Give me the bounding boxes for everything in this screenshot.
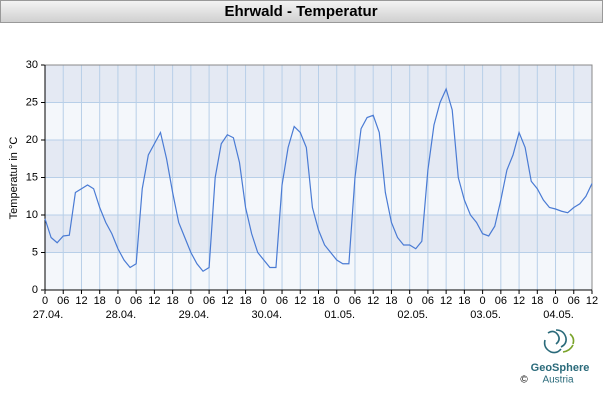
x-tick-label: 0: [407, 295, 413, 307]
x-tick-label: 0: [188, 295, 194, 307]
logo-name: GeoSphere: [531, 362, 590, 374]
x-tick-label: 12: [294, 295, 306, 307]
logo-icon: [543, 329, 575, 354]
x-tick-label: 18: [94, 295, 106, 307]
x-tick-label: 12: [586, 295, 598, 307]
x-tick-label: 0: [334, 295, 340, 307]
x-tick-label: 06: [276, 295, 288, 307]
x-tick-label: 06: [568, 295, 580, 307]
logo-sub: Austria: [542, 375, 574, 386]
x-tick-label: 18: [458, 295, 470, 307]
x-tick-label: 12: [367, 295, 379, 307]
y-tick-label: 30: [26, 59, 38, 71]
y-tick-label: 5: [32, 246, 38, 258]
day-label: 03.05.: [470, 309, 501, 321]
day-label: 27.04.: [33, 309, 64, 321]
y-tick-label: 25: [26, 96, 38, 108]
y-axis-label: Temperatur in °C: [8, 137, 20, 220]
x-tick-label: 12: [221, 295, 233, 307]
x-tick-label: 0: [552, 295, 558, 307]
day-label: 02.05.: [397, 309, 428, 321]
x-tick-label: 12: [148, 295, 160, 307]
x-tick-label: 06: [349, 295, 361, 307]
x-tick-label: 06: [130, 295, 142, 307]
x-tick-label: 0: [115, 295, 121, 307]
x-tick-label: 18: [167, 295, 179, 307]
x-tick-label: 18: [312, 295, 324, 307]
x-tick-label: 0: [42, 295, 48, 307]
y-tick-label: 20: [26, 134, 38, 146]
y-tick-label: 0: [32, 284, 38, 296]
temperature-line: [44, 87, 593, 273]
day-label: 01.05.: [324, 309, 355, 321]
x-tick-label: 06: [495, 295, 507, 307]
x-tick-label: 18: [531, 295, 543, 307]
x-tick-label: 06: [203, 295, 215, 307]
x-tick-label: 06: [57, 295, 69, 307]
y-tick-label: 15: [26, 171, 38, 183]
copyright: ©: [520, 375, 528, 386]
x-tick-label: 12: [440, 295, 452, 307]
x-tick-label: 06: [422, 295, 434, 307]
x-tick-label: 0: [261, 295, 267, 307]
day-label: 28.04.: [106, 309, 137, 321]
chart-title: Ehrwald - Temperatur: [224, 3, 377, 20]
day-label: 30.04.: [252, 309, 283, 321]
x-tick-label: 12: [513, 295, 525, 307]
x-tick-label: 0: [480, 295, 486, 307]
day-label: 29.04.: [179, 309, 210, 321]
x-tick-label: 18: [385, 295, 397, 307]
y-tick-label: 10: [26, 209, 38, 221]
x-tick-label: 12: [75, 295, 87, 307]
x-tick-label: 18: [239, 295, 251, 307]
day-label: 04.05.: [543, 309, 574, 321]
